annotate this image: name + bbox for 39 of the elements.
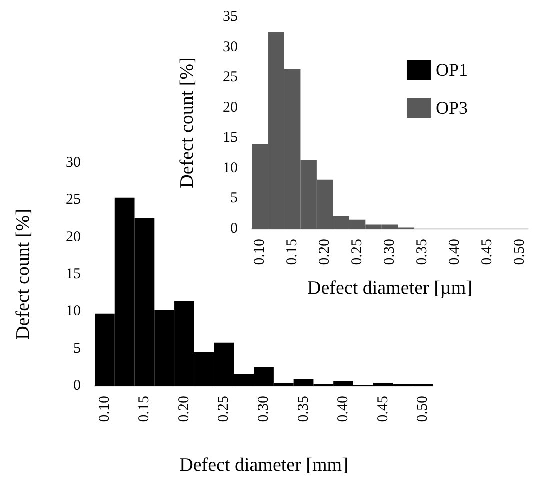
y-tick-label: 35 [223,9,238,25]
x-tick-label: 0.50 [415,396,432,422]
y-tick-label: 25 [66,192,81,208]
y-tick-label: 10 [66,304,81,320]
x-tick-label: 0.45 [479,239,496,266]
x-tick-label: 0.15 [136,396,153,422]
legend-label: OP1 [436,60,468,80]
x-tick-label: 0.10 [96,396,113,422]
y-axis-title: Defect count [%] [13,209,34,340]
y-tick-label: 10 [223,160,238,176]
y-tick-label: 20 [223,100,238,116]
y-tick-label: 20 [66,229,81,246]
legend-label: OP3 [436,98,468,118]
x-tick-label: 0.20 [317,239,334,266]
y-tick-label: 30 [66,155,81,171]
x-tick-label: 0.30 [256,396,272,422]
x-axis-title: Defect diameter [mm] [180,455,348,476]
x-tick-label: 0.10 [252,239,268,266]
x-tick-label: 0.50 [512,239,528,266]
x-axis-title: Defect diameter [µm] [308,278,472,299]
x-tick-label: 0.35 [296,396,312,422]
y-tick-label: 5 [74,340,81,357]
x-tick-label: 0.20 [176,396,192,422]
y-axis-title: Defect count [%] [177,58,198,188]
x-tick-label: 0.35 [414,239,430,266]
x-tick-label: 0.25 [350,239,366,266]
x-tick-label: 0.15 [284,239,301,266]
x-tick-label: 0.45 [375,396,392,422]
y-tick-label: 25 [223,70,238,86]
x-tick-label: 0.40 [336,396,352,422]
y-tick-label: 5 [230,190,238,207]
y-tick-label: 15 [223,130,238,146]
x-tick-label: 0.30 [382,239,398,266]
y-tick-label: 15 [66,266,81,282]
y-tick-label: 0 [230,221,238,237]
x-tick-label: 0.25 [216,396,232,422]
y-tick-label: 30 [223,39,238,56]
x-tick-label: 0.40 [446,239,463,266]
y-tick-label: 0 [74,378,81,394]
